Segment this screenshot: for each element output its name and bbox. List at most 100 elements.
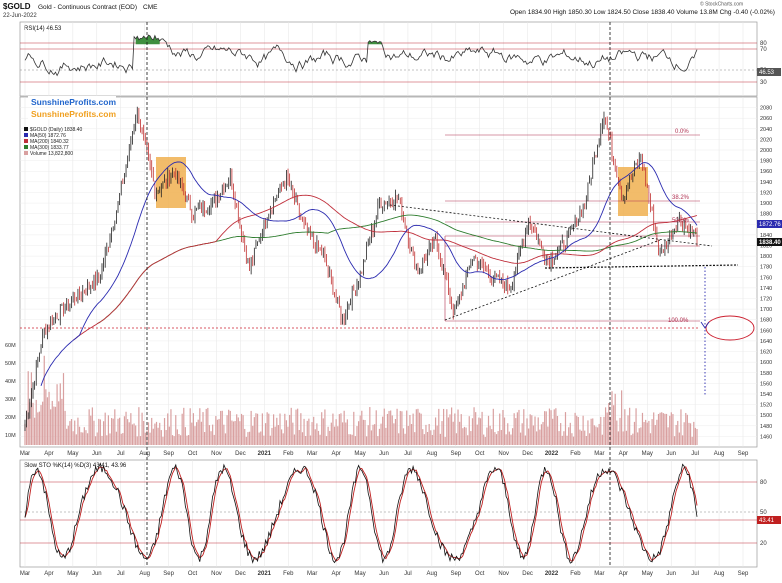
volume-bar — [61, 398, 63, 445]
volume-bar — [556, 416, 559, 445]
y-tick-1560: 1560 — [760, 381, 772, 387]
volume-bar — [37, 412, 39, 445]
volume-bar — [577, 417, 579, 445]
volume-bar — [580, 430, 583, 445]
volume-bar — [388, 410, 390, 445]
volume-bar — [74, 420, 76, 445]
volume-bar — [38, 411, 41, 445]
volume-bar — [253, 417, 255, 445]
volume-bar — [451, 407, 453, 445]
volume-bar — [576, 415, 578, 445]
volume-bar — [595, 426, 597, 445]
volume-bar — [600, 416, 602, 445]
x-tick-bottom-14: May — [354, 571, 365, 577]
rsi-current-tag-bg — [757, 68, 781, 76]
x-tick-bottom-13: Apr — [331, 571, 340, 577]
volume-bar — [338, 414, 340, 445]
legend-item-1: MA(50) 1872.76 — [30, 133, 66, 139]
x-tick-bottom-7: Oct — [188, 571, 198, 577]
volume-bar — [130, 413, 132, 445]
volume-bar — [133, 423, 135, 445]
x-tick-bottom-28: Jul — [691, 571, 699, 577]
x-tick-top-1: Apr — [44, 451, 53, 457]
volume-bar — [497, 431, 499, 445]
volume-bar — [649, 433, 652, 445]
y-tick-1580: 1580 — [760, 371, 772, 377]
volume-bar — [370, 430, 373, 445]
volume-bar — [309, 435, 312, 445]
volume-bar — [442, 408, 445, 445]
volume-bar — [271, 427, 273, 445]
volume-bar — [232, 421, 235, 445]
rsi-current-tag: 46.53 — [759, 70, 775, 76]
y-tick-1800: 1800 — [760, 254, 772, 260]
volume-bar — [333, 426, 336, 445]
volume-bar — [50, 409, 52, 445]
volume-bar — [266, 412, 268, 445]
volume-bar — [114, 409, 116, 445]
volume-bar — [48, 391, 50, 445]
volume-bar — [689, 423, 692, 445]
volume-bar — [412, 413, 414, 445]
volume-bar — [276, 417, 278, 445]
volume-bar — [139, 436, 142, 445]
volume-bar — [394, 419, 397, 445]
volume-bar — [77, 417, 79, 445]
volume-bar — [204, 432, 206, 445]
volume-bar — [471, 418, 474, 445]
volume-bar — [35, 399, 37, 445]
volume-bar — [613, 405, 615, 445]
y-tick-2080: 2080 — [760, 106, 772, 112]
volume-bar — [656, 419, 658, 445]
y-tick-1820: 1820 — [760, 243, 772, 249]
volume-bar — [590, 418, 592, 445]
y-tick-2060: 2060 — [760, 116, 772, 122]
sto-level-80: 80 — [760, 480, 767, 486]
volume-bar — [693, 421, 695, 445]
volume-bar — [26, 410, 28, 445]
y-tick-1660: 1660 — [760, 328, 772, 334]
volume-bar — [324, 409, 326, 445]
volume-bar — [357, 421, 360, 445]
volume-bar — [398, 433, 400, 445]
volume-bar — [475, 412, 477, 445]
y-tick-1880: 1880 — [760, 212, 772, 218]
volume-bar — [59, 383, 61, 445]
volume-bar — [568, 427, 570, 445]
volume-bar — [399, 410, 401, 445]
volume-bar — [630, 435, 632, 445]
ma50-line — [40, 161, 698, 386]
volume-bar — [378, 428, 381, 445]
volume-bar — [487, 415, 490, 445]
volume-bar — [483, 434, 485, 445]
volume-bar — [176, 429, 178, 445]
volume-bar — [314, 429, 316, 445]
target-arrow-head — [700, 321, 710, 329]
volume-bar — [99, 419, 101, 445]
volume-bar — [536, 431, 538, 445]
y-tick-1640: 1640 — [760, 339, 772, 345]
volume-bar — [653, 412, 655, 445]
volume-bar — [194, 426, 196, 445]
volume-bar — [237, 417, 239, 445]
volume-bar — [223, 424, 225, 445]
volume-bar — [341, 422, 344, 445]
volume-bar — [434, 417, 437, 445]
volume-bar — [375, 410, 377, 445]
volume-bar — [391, 415, 393, 445]
legend-swatch-0 — [24, 127, 28, 131]
price-panel: 2080 2060 2040 2020 2000 1980 1960 1940 1920 1900… — [5, 96, 782, 448]
volume-bar — [337, 426, 339, 445]
rsi-overbought-fill-1 — [135, 35, 160, 45]
y-tick-1600: 1600 — [760, 360, 772, 366]
volume-bar — [285, 420, 288, 445]
volume-bar — [157, 427, 159, 445]
volume-bar — [648, 420, 650, 445]
volume-bar — [248, 431, 251, 445]
volume-bar — [502, 410, 504, 445]
volume-bar — [654, 425, 656, 445]
y-tick-1760: 1760 — [760, 275, 772, 281]
volume-bar — [640, 427, 642, 445]
volume-bar — [128, 422, 130, 445]
